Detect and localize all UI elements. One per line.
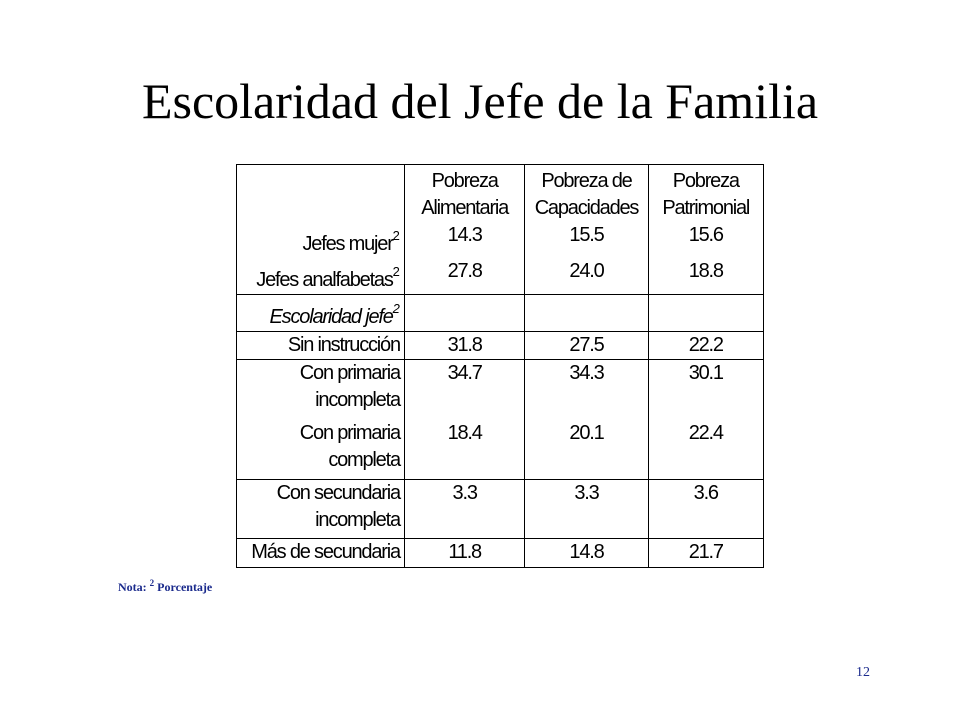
header-pobreza-capacidades: Pobreza de Capacidades xyxy=(524,164,649,222)
footnote: Nota: 2 Porcentaje xyxy=(118,578,212,595)
table-header-row: Pobreza Alimentaria Pobreza de Capacidad… xyxy=(236,164,765,222)
cell-value: 3.6 xyxy=(647,479,765,539)
row-label-line1: Con secundaria xyxy=(276,482,401,504)
cell-value: 14.8 xyxy=(524,538,649,568)
cell-empty xyxy=(403,294,526,332)
row-label-line1: Con primaria xyxy=(299,421,401,444)
row-label-text: Jefes mujer xyxy=(302,233,393,255)
footnote-prefix: Nota: xyxy=(118,580,147,594)
row-label-line2: incompleta xyxy=(315,389,401,411)
row-label: Con primaria completa xyxy=(236,419,405,480)
header-col2-line1: Pobreza de xyxy=(541,170,633,192)
cell-value: 22.4 xyxy=(647,419,765,480)
table-row: Escolaridad jefe2 xyxy=(236,294,765,332)
table-row: Con primaria completa 18.4 20.1 22.4 xyxy=(236,419,765,480)
row-label-text: Jefes analfabetas xyxy=(256,269,394,291)
cell-value: 3.3 xyxy=(524,479,649,539)
footnote-superscript: 2 xyxy=(149,578,155,588)
superscript: 2 xyxy=(392,301,400,316)
cell-value: 15.6 xyxy=(647,222,765,258)
row-label: Con secundaria incompleta xyxy=(236,479,405,539)
cell-empty xyxy=(647,294,765,332)
cell-value: 34.3 xyxy=(524,359,649,420)
cell-value: 18.4 xyxy=(403,419,526,480)
header-empty-cell xyxy=(236,164,405,222)
cell-value: 27.8 xyxy=(403,258,526,295)
row-label-line2: incompleta xyxy=(315,509,401,531)
page-number: 12 xyxy=(856,665,870,680)
cell-value: 18.8 xyxy=(647,258,765,295)
table-row: Más de secundaria 11.8 14.8 21.7 xyxy=(236,538,765,568)
row-label-text: Escolaridad jefe xyxy=(269,306,394,328)
header-col3-line1: Pobreza xyxy=(672,170,740,192)
cell-value: 21.7 xyxy=(647,538,765,568)
superscript: 2 xyxy=(392,264,400,279)
footnote-text: Porcentaje xyxy=(157,580,213,594)
cell-value: 15.5 xyxy=(524,222,649,258)
table-row: Con secundaria incompleta 3.3 3.3 3.6 xyxy=(236,479,765,539)
row-label: Jefes mujer2 xyxy=(236,222,405,258)
table-row: Sin instrucción 31.8 27.5 22.2 xyxy=(236,331,765,360)
cell-value: 31.8 xyxy=(403,331,526,360)
row-label-line1: Con primaria xyxy=(299,362,401,384)
cell-value: 22.2 xyxy=(647,331,765,360)
table-row: Jefes analfabetas2 27.8 24.0 18.8 xyxy=(236,258,765,295)
row-label: Escolaridad jefe2 xyxy=(236,294,405,332)
cell-value: 11.8 xyxy=(403,538,526,568)
cell-value: 20.1 xyxy=(524,419,649,480)
header-col3-line2: Patrimonial xyxy=(662,197,750,219)
cell-empty xyxy=(524,294,649,332)
row-label-line2: completa xyxy=(328,448,401,471)
page-title: Escolaridad del Jefe de la Familia xyxy=(141,73,819,129)
cell-value: 30.1 xyxy=(647,359,765,420)
poverty-table: Pobreza Alimentaria Pobreza de Capacidad… xyxy=(236,164,765,568)
header-pobreza-patrimonial: Pobreza Patrimonial xyxy=(647,164,765,222)
header-col1-line2: Alimentaria xyxy=(421,197,509,219)
row-label: Con primaria incompleta xyxy=(236,359,405,420)
cell-value: 27.5 xyxy=(524,331,649,360)
row-label: Más de secundaria xyxy=(236,538,405,568)
table-row: Con primaria incompleta 34.7 34.3 30.1 xyxy=(236,359,765,420)
header-col2-line2: Capacidades xyxy=(534,197,640,219)
superscript: 2 xyxy=(392,228,400,243)
cell-value: 14.3 xyxy=(403,222,526,258)
table-row: Jefes mujer2 14.3 15.5 15.6 xyxy=(236,222,765,258)
cell-value: 24.0 xyxy=(524,258,649,295)
row-label: Sin instrucción xyxy=(236,331,405,360)
header-col1-line1: Pobreza xyxy=(431,170,499,192)
cell-value: 3.3 xyxy=(403,479,526,539)
cell-value: 34.7 xyxy=(403,359,526,420)
header-pobreza-alimentaria: Pobreza Alimentaria xyxy=(403,164,526,222)
row-label: Jefes analfabetas2 xyxy=(236,258,405,295)
